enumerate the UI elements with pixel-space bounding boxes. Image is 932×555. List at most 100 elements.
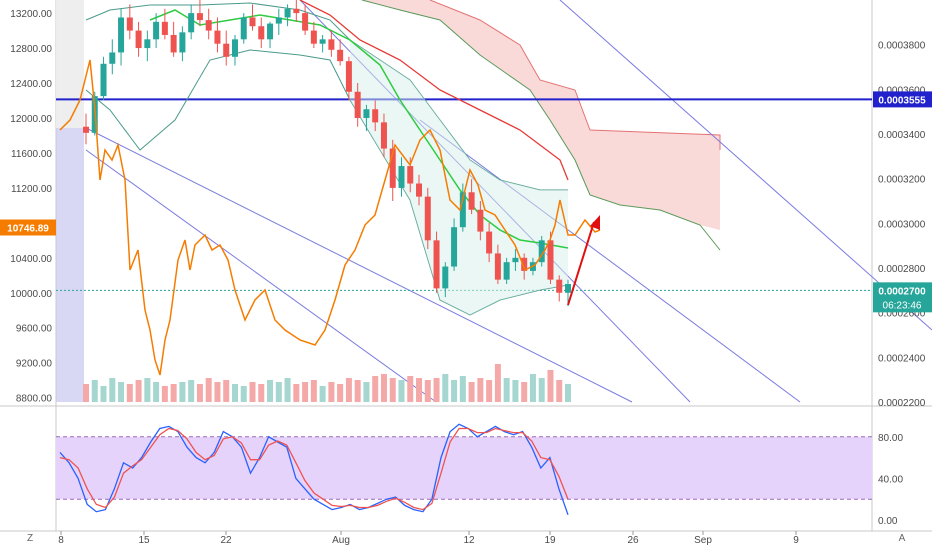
- volume-bar: [494, 364, 501, 402]
- left-axis-tick: 12800.00: [10, 44, 52, 55]
- volume-bar: [205, 378, 212, 402]
- candle-body: [109, 52, 116, 64]
- candle-body: [153, 21, 160, 40]
- candle-body: [223, 43, 230, 57]
- candle-body: [179, 32, 186, 53]
- candle-body: [249, 17, 256, 27]
- stochastic-series: [59, 423, 569, 516]
- candle-body: [468, 192, 475, 210]
- candle-body: [196, 13, 203, 21]
- volume-bar: [433, 378, 440, 402]
- candle-body: [398, 166, 405, 188]
- volume-bar: [284, 378, 291, 402]
- candle-body: [302, 13, 309, 31]
- volume-bar: [459, 376, 466, 402]
- volume-bar: [337, 384, 344, 402]
- channel-line: [85, 127, 633, 403]
- candle-body: [83, 126, 89, 133]
- time-axis-tick: 9: [793, 535, 799, 546]
- right-axis-tick: 0.0002800: [878, 264, 926, 275]
- candle-body: [477, 209, 484, 232]
- time-axis-tick: 22: [220, 535, 232, 546]
- right-axis-tick: 0.0002200: [878, 398, 926, 409]
- right-current-tag: [873, 282, 932, 313]
- candle-body: [328, 39, 335, 50]
- volume-bar: [196, 384, 203, 402]
- candle-body: [126, 17, 133, 31]
- volume-bar: [161, 386, 168, 402]
- volume-bar: [214, 382, 221, 402]
- timezone-button: Z: [27, 533, 33, 544]
- candle-body: [363, 109, 370, 118]
- channel-line: [419, 119, 801, 403]
- volume-bar: [328, 382, 335, 402]
- left-axis-tick: 10000.00: [10, 289, 52, 300]
- volume-bar: [521, 382, 528, 402]
- volume-bar: [258, 384, 265, 402]
- left-axis-tick: 9600.00: [16, 324, 53, 335]
- candle-body: [424, 196, 431, 241]
- candle-body: [565, 284, 571, 293]
- volume-bar: [83, 384, 89, 402]
- volume-bar: [144, 378, 151, 402]
- ratio-line: [59, 59, 601, 376]
- volume-bar: [319, 386, 326, 402]
- candle-body: [284, 8, 291, 18]
- volume-bar: [512, 380, 519, 402]
- volume-bar: [538, 378, 545, 402]
- candle-body: [161, 21, 168, 35]
- volume-bar: [398, 380, 405, 402]
- volume-bar: [188, 380, 195, 402]
- candle-body: [354, 91, 361, 118]
- right-axis-tick: 0.0003400: [878, 130, 926, 141]
- volume-bar: [126, 384, 133, 402]
- left-price-tag: [0, 219, 56, 236]
- time-axis-tick: 12: [463, 535, 475, 546]
- bollinger-fill: [350, 40, 568, 315]
- volume-bar: [556, 380, 563, 402]
- candle-body: [240, 17, 247, 40]
- moving-average-red: [299, 0, 569, 181]
- volume-bar: [231, 384, 238, 402]
- stochastic-series: [59, 427, 569, 511]
- candle-body: [188, 13, 195, 33]
- countdown-label: 06:23:46: [883, 300, 922, 311]
- stochastic-axis-tick: 80.00: [878, 433, 903, 444]
- candle-body: [494, 253, 501, 280]
- volume-bar: [565, 384, 571, 402]
- candle-body: [407, 166, 414, 184]
- candle-body: [389, 148, 396, 188]
- stochastic-axis-tick: 40.00: [878, 474, 903, 485]
- cloud-lower-edge: [361, 0, 721, 251]
- auto-scale-button: A: [899, 533, 906, 544]
- highlight-region: [56, 128, 84, 402]
- candle-body: [100, 63, 107, 97]
- volume-bar: [109, 378, 116, 402]
- left-axis-tick: 13200.00: [10, 9, 52, 20]
- candle-body: [538, 240, 545, 263]
- volume-bar: [135, 380, 142, 402]
- candle-body: [442, 266, 449, 289]
- volume-bar: [363, 382, 370, 402]
- left-axis-tick: 11600.00: [11, 149, 52, 160]
- left-axis-tick: 12400.00: [10, 79, 52, 90]
- volume-bar: [380, 374, 387, 402]
- volume-bar: [249, 382, 256, 402]
- volume-bar: [442, 374, 449, 402]
- candle-body: [486, 231, 493, 254]
- cloud-upper-edge: [429, 0, 721, 150]
- candle-body: [556, 279, 563, 293]
- volume-bar: [91, 380, 98, 402]
- volume-bar: [310, 380, 317, 402]
- volume-bar: [240, 386, 247, 402]
- volume-bar: [529, 374, 536, 402]
- candle-body: [231, 39, 238, 57]
- gray-region: [56, 0, 84, 128]
- candle-body: [380, 122, 387, 149]
- volume-bar: [118, 382, 125, 402]
- candle-body: [144, 39, 151, 49]
- ichimoku-cloud: [362, 0, 720, 230]
- candle-body: [135, 30, 142, 49]
- right-axis-tick: 0.0002400: [878, 353, 926, 364]
